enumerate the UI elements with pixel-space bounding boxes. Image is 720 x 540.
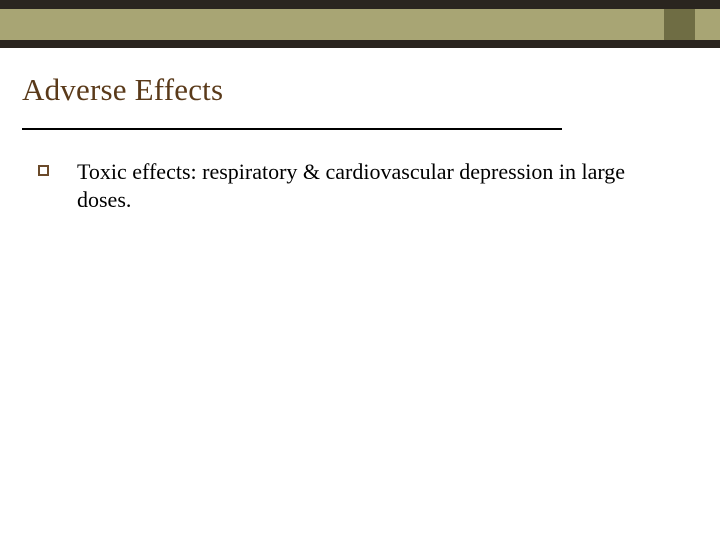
title-area: Adverse Effects	[0, 48, 720, 118]
bullet-text: Toxic effects: respiratory & cardiovascu…	[77, 158, 637, 213]
square-bullet-icon	[38, 165, 49, 176]
content-area: Toxic effects: respiratory & cardiovascu…	[0, 130, 720, 213]
slide-title: Adverse Effects	[22, 72, 698, 108]
band-dark-bottom	[0, 40, 720, 48]
decorative-top-band	[0, 0, 720, 48]
band-dark-top	[0, 0, 720, 9]
band-olive-accent-square	[664, 9, 695, 40]
bullet-item: Toxic effects: respiratory & cardiovascu…	[38, 158, 698, 213]
band-olive	[0, 9, 720, 40]
